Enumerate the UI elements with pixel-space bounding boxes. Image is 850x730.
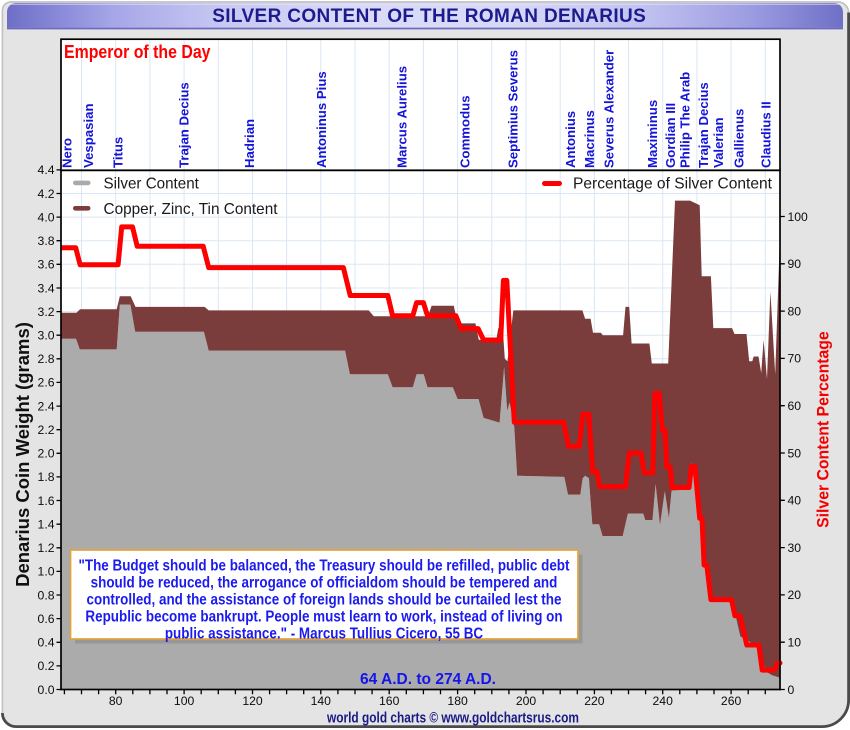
svg-text:2.6: 2.6	[38, 376, 55, 390]
svg-text:3.6: 3.6	[38, 258, 55, 272]
svg-text:Gallienus: Gallienus	[732, 109, 747, 168]
svg-text:Hadrian: Hadrian	[242, 119, 257, 168]
svg-text:40: 40	[788, 494, 802, 508]
svg-text:4.0: 4.0	[38, 210, 55, 224]
svg-text:1.4: 1.4	[38, 518, 55, 532]
svg-text:Trajan Decius: Trajan Decius	[696, 82, 711, 168]
svg-text:Valerian: Valerian	[711, 117, 726, 168]
svg-text:Vespasian: Vespasian	[81, 103, 96, 168]
svg-text:public assistance." - Marcus T: public assistance." - Marcus Tullius Cic…	[165, 626, 483, 643]
svg-text:1.6: 1.6	[38, 494, 55, 508]
svg-text:2.0: 2.0	[38, 447, 55, 461]
svg-text:Denarius Coin Weight (grams): Denarius Coin Weight (grams)	[12, 322, 33, 587]
svg-text:SILVER CONTENT OF THE ROMAN DE: SILVER CONTENT OF THE ROMAN DENARIUS	[212, 6, 646, 27]
svg-text:260: 260	[721, 694, 742, 708]
svg-text:"The Budget should be balanced: "The Budget should be balanced, the Trea…	[79, 558, 570, 575]
svg-text:3.2: 3.2	[38, 305, 55, 319]
svg-text:0.4: 0.4	[38, 636, 55, 650]
svg-text:Commodus: Commodus	[458, 95, 473, 168]
svg-text:Nero: Nero	[60, 138, 75, 168]
svg-text:should be reduced, the arrogan: should be reduced, the arrogance of offi…	[91, 575, 558, 592]
svg-text:1.8: 1.8	[38, 470, 55, 484]
svg-text:180: 180	[447, 694, 468, 708]
svg-text:3.8: 3.8	[38, 234, 55, 248]
svg-text:30: 30	[788, 541, 802, 555]
svg-text:2.4: 2.4	[38, 399, 55, 413]
svg-text:Maximinus: Maximinus	[645, 100, 660, 168]
svg-text:80: 80	[109, 694, 123, 708]
svg-text:0.0: 0.0	[38, 683, 55, 697]
svg-text:Republic become bankrupt. Peop: Republic become bankrupt. People must le…	[85, 609, 562, 626]
svg-text:Silver Content: Silver Content	[104, 175, 200, 192]
svg-text:Claudius II: Claudius II	[759, 101, 774, 168]
svg-text:3.4: 3.4	[38, 281, 55, 295]
svg-text:120: 120	[242, 694, 263, 708]
svg-text:64 A.D. to 274 A.D.: 64 A.D. to 274 A.D.	[360, 671, 496, 688]
svg-text:0.6: 0.6	[38, 612, 55, 626]
svg-text:0.2: 0.2	[38, 659, 55, 673]
svg-text:Percentage of Silver Content: Percentage of Silver Content	[573, 175, 773, 192]
svg-text:Antoninus Pius: Antoninus Pius	[314, 71, 329, 168]
svg-text:Macrinus: Macrinus	[582, 110, 597, 168]
svg-text:Marcus Aurelius: Marcus Aurelius	[395, 66, 410, 168]
svg-text:Titus: Titus	[111, 137, 126, 168]
svg-text:0: 0	[788, 683, 795, 697]
svg-text:80: 80	[788, 304, 802, 318]
svg-text:Emperor of the Day: Emperor of the Day	[64, 42, 211, 62]
svg-text:90: 90	[788, 257, 802, 271]
svg-text:4.2: 4.2	[38, 187, 55, 201]
svg-text:140: 140	[311, 694, 332, 708]
svg-text:world gold charts © www.goldch: world gold charts © www.goldchartsrus.co…	[326, 710, 579, 727]
svg-text:Antonius: Antonius	[563, 111, 578, 168]
svg-text:Severus Alexander: Severus Alexander	[602, 50, 617, 168]
svg-text:1.2: 1.2	[38, 541, 55, 555]
svg-text:2.2: 2.2	[38, 423, 55, 437]
svg-text:controlled, and the assistance: controlled, and the assistance of foreig…	[87, 592, 562, 609]
svg-text:20: 20	[788, 588, 802, 602]
svg-text:220: 220	[584, 694, 605, 708]
svg-text:100: 100	[788, 210, 809, 224]
svg-text:Philip The Arab: Philip The Arab	[678, 72, 693, 168]
svg-text:60: 60	[788, 399, 802, 413]
svg-text:Silver Content Percentage: Silver Content Percentage	[815, 331, 833, 528]
svg-text:Gordian III: Gordian III	[663, 103, 678, 168]
svg-text:10: 10	[788, 636, 802, 650]
svg-text:200: 200	[516, 694, 537, 708]
svg-text:100: 100	[174, 694, 195, 708]
svg-text:2.8: 2.8	[38, 352, 55, 366]
svg-text:0.8: 0.8	[38, 588, 55, 602]
svg-text:Trajan Decius: Trajan Decius	[177, 82, 192, 168]
svg-text:3.0: 3.0	[38, 329, 55, 343]
svg-text:Septimius Severus: Septimius Severus	[506, 50, 521, 168]
svg-text:50: 50	[788, 446, 802, 460]
svg-text:70: 70	[788, 352, 802, 366]
svg-text:Copper, Zinc, Tin Content: Copper, Zinc, Tin Content	[104, 201, 279, 218]
svg-text:240: 240	[653, 694, 674, 708]
svg-text:1.0: 1.0	[38, 565, 55, 579]
svg-text:160: 160	[379, 694, 400, 708]
svg-text:4.4: 4.4	[38, 163, 55, 177]
